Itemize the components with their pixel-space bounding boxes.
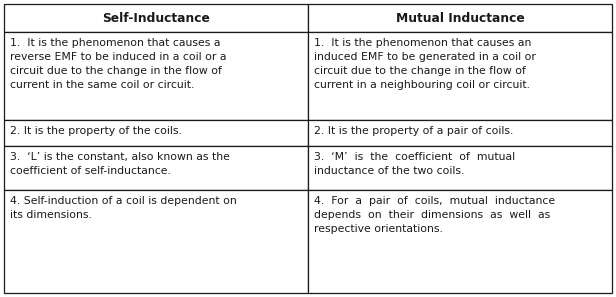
- Bar: [308, 190, 612, 293]
- Bar: [308, 146, 612, 190]
- Bar: [4, 4, 308, 32]
- Text: 1.  It is the phenomenon that causes a
reverse EMF to be induced in a coil or a
: 1. It is the phenomenon that causes a re…: [10, 38, 227, 90]
- Text: Self-Inductance: Self-Inductance: [102, 12, 210, 24]
- Bar: [4, 190, 308, 293]
- Bar: [308, 32, 612, 120]
- Text: 3.  ‘M’  is  the  coefficient  of  mutual
inductance of the two coils.: 3. ‘M’ is the coefficient of mutual indu…: [314, 152, 515, 176]
- Bar: [4, 32, 308, 120]
- Text: Mutual Inductance: Mutual Inductance: [395, 12, 524, 24]
- Bar: [4, 146, 308, 190]
- Bar: [308, 120, 612, 146]
- Text: 2. It is the property of a pair of coils.: 2. It is the property of a pair of coils…: [314, 126, 513, 136]
- Text: 1.  It is the phenomenon that causes an
induced EMF to be generated in a coil or: 1. It is the phenomenon that causes an i…: [314, 38, 536, 90]
- Bar: [4, 120, 308, 146]
- Text: 4. Self-induction of a coil is dependent on
its dimensions.: 4. Self-induction of a coil is dependent…: [10, 196, 237, 220]
- Text: 2. It is the property of the coils.: 2. It is the property of the coils.: [10, 126, 182, 136]
- Text: 4.  For  a  pair  of  coils,  mutual  inductance
depends  on  their  dimensions : 4. For a pair of coils, mutual inductanc…: [314, 196, 555, 234]
- Text: 3.  ‘L’ is the constant, also known as the
coefficient of self-inductance.: 3. ‘L’ is the constant, also known as th…: [10, 152, 230, 176]
- Bar: [308, 4, 612, 32]
